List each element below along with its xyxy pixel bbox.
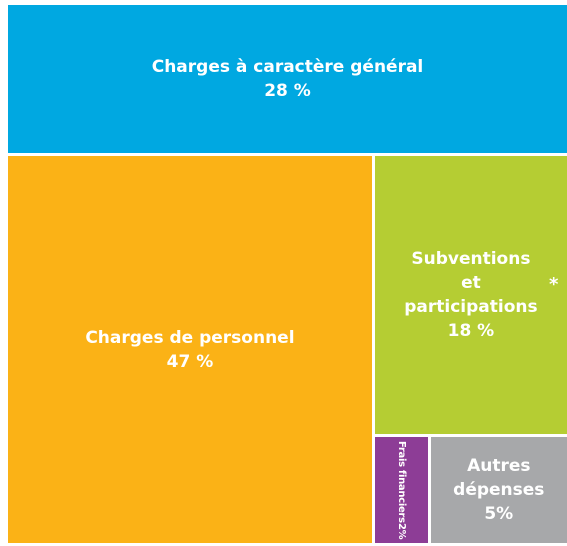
cell-label: Autres dépenses xyxy=(453,455,545,500)
cell-label: Charges à caractère général xyxy=(151,57,424,78)
treemap-cell: Subventions et participations 18 % xyxy=(374,156,567,437)
cell-value: 47 % xyxy=(166,351,214,372)
cell-label: Frais financiers xyxy=(396,440,408,523)
treemap-cell: Charges à caractère général 28 % xyxy=(8,5,567,157)
treemap-cell: Autres dépenses 5% xyxy=(430,436,567,546)
cell-text: Autres dépenses 5% xyxy=(453,454,544,526)
cell-value: 2% xyxy=(396,522,408,539)
cell-value: 28 % xyxy=(264,81,311,102)
cell-text: Subventions et participations 18 % xyxy=(404,247,537,343)
treemap-cell: Charges de personnel 47 % xyxy=(8,156,375,546)
cell-value: 18 % xyxy=(447,321,495,342)
annotation: * xyxy=(549,274,559,296)
cell-text: Charges de personnel 47 % xyxy=(85,326,294,374)
treemap-cell: Frais financiers2% xyxy=(374,436,431,546)
cell-text: Charges à caractère général 28 % xyxy=(152,55,424,103)
cell-value: 5% xyxy=(484,503,514,524)
cell-label: Subventions et participations xyxy=(404,249,538,318)
cell-label: Charges de personnel xyxy=(85,327,295,348)
cell-text: Frais financiers2% xyxy=(394,441,408,539)
